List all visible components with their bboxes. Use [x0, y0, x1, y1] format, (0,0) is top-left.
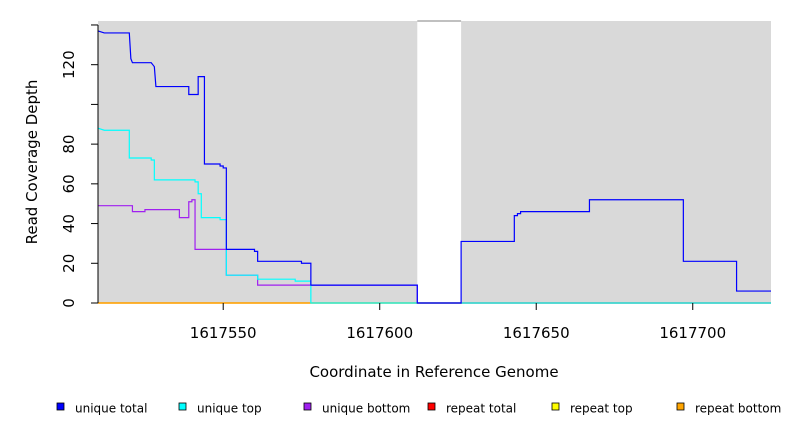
y-tick-label: 40 [60, 214, 78, 233]
series-line [97, 127, 771, 304]
y-tick-label: 120 [60, 50, 78, 79]
legend-swatch [427, 402, 436, 411]
legend-label: unique top [197, 402, 262, 416]
legend-label: unique bottom [322, 402, 410, 416]
shaded-regions [98, 21, 771, 303]
x-tick-label: 1617550 [190, 324, 257, 342]
legend-swatch [178, 402, 187, 411]
legend-swatch [676, 402, 685, 411]
legend-swatch [56, 402, 65, 411]
x-axis-title: Coordinate in Reference Genome [309, 363, 558, 381]
legend-label: unique total [75, 402, 147, 416]
y-tick-label: 0 [60, 298, 78, 308]
legend-swatch [551, 402, 560, 411]
x-axis: 1617550 1617600 1617650 1617700 [190, 303, 726, 342]
legend-label: repeat top [570, 402, 633, 416]
series-line [98, 199, 771, 304]
y-axis: 0 20 40 60 80 120 [60, 24, 99, 308]
y-tick-label: 80 [60, 135, 78, 154]
y-axis-title: Read Coverage Depth [23, 80, 41, 245]
legend: unique total unique top unique bottom repea… [56, 402, 781, 416]
x-tick-label: 1617600 [346, 324, 413, 342]
y-tick-label: 20 [60, 254, 78, 273]
legend-label: repeat total [446, 402, 516, 416]
legend-swatch [303, 402, 312, 411]
shaded-region [461, 21, 771, 303]
series-lines [97, 30, 771, 304]
y-tick-label: 60 [60, 174, 78, 193]
legend-label: repeat bottom [695, 402, 781, 416]
series-line [97, 30, 771, 304]
x-tick-label: 1617650 [503, 324, 570, 342]
x-tick-label: 1617700 [659, 324, 726, 342]
